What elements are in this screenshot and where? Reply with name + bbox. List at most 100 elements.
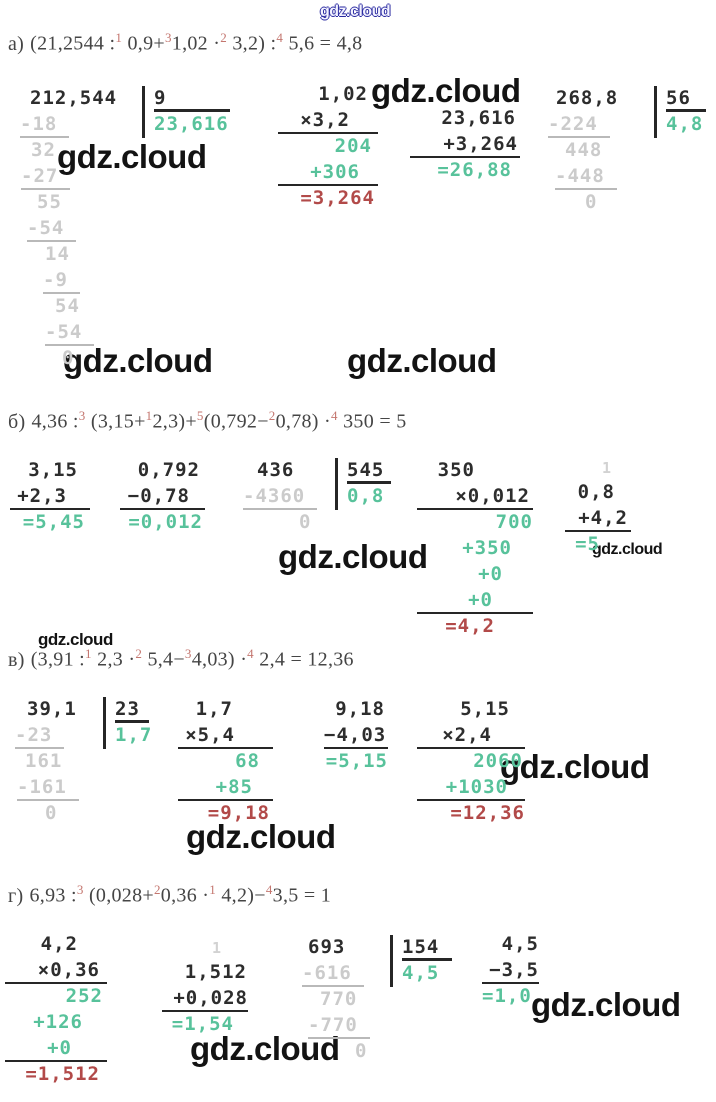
addition-1512-plus-0028: 1 1,512 +0,028 =1,54 [162,938,248,1038]
division-step: -770 [308,1013,370,1039]
watermark: gdz.cloud [57,138,207,175]
problem-a-expression: а) (21,2544 :1 0,9+31,02 ·2 3,2) :4 5,6 =… [8,30,362,56]
operand: +3,264 [410,132,520,158]
result: =12,36 [450,802,525,824]
operand: +0,028 [162,986,248,1012]
expr-text: (0,792− [203,410,269,433]
operand: +2,3 [10,484,90,510]
expr-text: 6,93 : [29,884,77,907]
expr-text: 0,78) · [275,410,332,433]
operand: −4,03 [324,723,388,749]
expr-text: 2,3)+ [152,410,197,433]
division-step: -9 [43,268,80,294]
expr-text: 4,03) · [191,648,248,671]
step-number: 5 [196,408,204,423]
operand: 0,792 [137,459,200,481]
division-step: -23 [15,723,65,749]
division-step: -161 [17,775,79,801]
expr-text: 2,4 = 12,36 [253,648,354,671]
division-step: -448 [555,164,617,190]
problem-v-label: в) [8,648,25,671]
multiplication-102-x-32: 1,02 ×3,2 204 +306 =3,264 [278,82,378,212]
division-remainder: 0 [62,347,75,369]
quotient: 1,7 [115,724,153,746]
partial-product: +306 [278,160,378,186]
result: =1,512 [25,1063,100,1085]
watermark: gdz.cloud [278,538,428,575]
division-step: 161 [25,750,63,772]
watermark: gdz.cloud [347,342,497,379]
problem-g-expression: г) 6,93 :3 (0,028+20,36 ·1 4,2)−43,5 = 1 [8,882,331,908]
expr-text: 0,9+ [122,32,165,55]
step-number: 2 [135,646,143,661]
problem-g-label: г) [8,884,24,907]
step-number: 4 [276,30,284,45]
operand: −3,5 [482,958,539,984]
division-left: 436 -4360 0 [243,458,335,536]
division-step: 448 [565,139,603,161]
multiplication-350-x-0012: 350 ×0,012 700 +350 +0 +0 =4,2 [417,458,533,640]
division-step: -4360 [243,484,318,510]
watermark: gdz.cloud [531,986,681,1023]
partial-product: +126 [33,1011,83,1033]
result: =9,18 [207,802,270,824]
expr-text: 5,4− [142,648,185,671]
expr-text: 3,2) : [227,32,277,55]
partial-product: +0 [5,1036,107,1062]
division-step: -54 [45,320,95,346]
operand: 1,512 [184,961,247,983]
division-right: 545 0,8 [335,458,391,510]
addition-315-plus-23: 3,15 +2,3 =5,45 [10,458,90,536]
division-left: 268,8 -224 448 -448 0 [548,86,654,216]
step-number: 3 [76,882,84,897]
watermark: gdz.cloud [63,342,213,379]
step-number: 2 [153,882,161,897]
step-number: 3 [184,646,192,661]
division-step: 32 [31,139,56,161]
division-step: 55 [37,191,62,213]
operand: 4,5 [501,933,539,955]
expr-text: 3,5 = 1 [272,884,332,907]
quotient: 0,8 [347,485,385,507]
watermark: gdz.cloud [38,630,113,649]
operand: 1,7 [195,698,233,720]
division-step: 14 [45,243,70,265]
subtraction-0792-minus-078: 0,792 −0,78 =0,012 [120,458,205,536]
step-number: 1 [209,882,217,897]
step-number: 2 [268,408,276,423]
expr-text: (3,91 : [30,648,86,671]
watermark: gdz.cloud [500,748,650,785]
problem-b-expression: б) 4,36 :3 (3,15+12,3)+5(0,792−20,78) ·4 … [8,408,407,434]
expr-text: (3,15+ [85,410,146,433]
step-number: 3 [164,30,172,45]
expr-text: (21,2544 : [30,32,116,55]
operand: ×0,012 [417,484,533,510]
step-number: 1 [115,30,123,45]
operand: 350 [437,459,475,481]
expr-text: 1,02 · [171,32,221,55]
division-remainder: 0 [355,1040,368,1062]
division-step: 54 [55,295,80,317]
step-number: 1 [145,408,153,423]
expr-text: 0,36 · [160,884,210,907]
addition-08-plus-42: 1 0,8 +4,2 =5 [565,458,631,558]
divisor: 9 [154,86,230,112]
divisor: 23 [115,697,149,723]
step-number: 2 [220,30,228,45]
division-step: -18 [20,112,70,138]
operand: ×5,4 [178,723,273,749]
operand: 4,2 [40,933,78,955]
division-remainder: 0 [299,511,312,533]
expr-text: (0,028+ [83,884,154,907]
partial-product: +0 [478,563,503,585]
result: =3,264 [300,187,375,209]
result: =26,88 [437,159,512,181]
watermark: gdz.cloud [186,818,336,855]
dividend: 436 [257,459,295,481]
division-right: 23 1,7 [103,697,153,749]
quotient: 23,616 [154,113,229,135]
partial-product: +85 [178,775,273,801]
dividend: 268,8 [556,87,619,109]
division-step: -54 [27,216,77,242]
